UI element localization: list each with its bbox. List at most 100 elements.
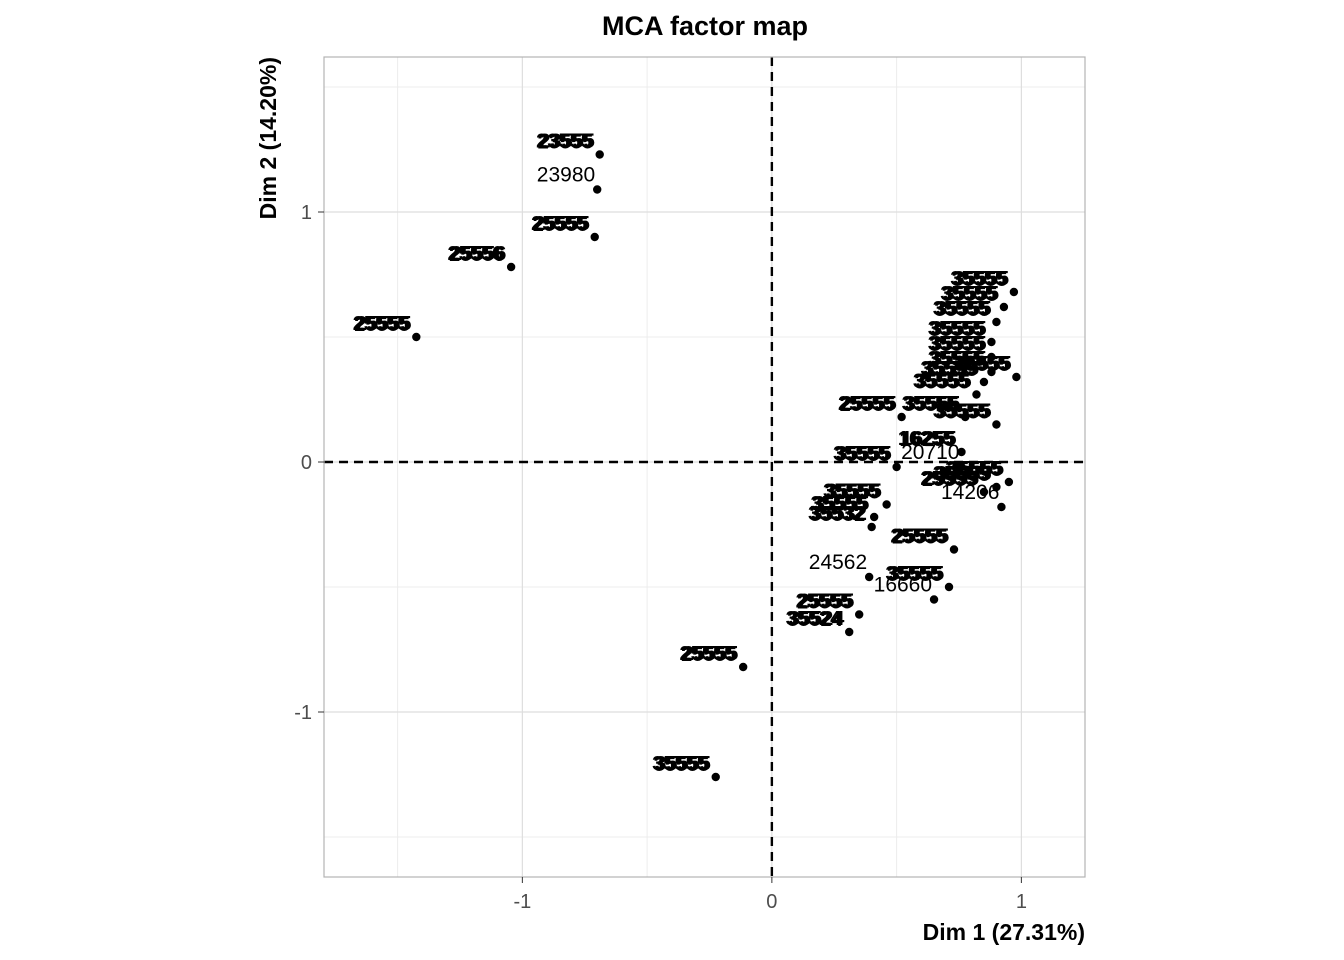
- point-label: 35555: [940, 283, 996, 305]
- data-point: [961, 412, 970, 422]
- data-point: [897, 412, 906, 422]
- data-point: [944, 582, 954, 592]
- data-point: [997, 502, 1006, 512]
- point-label: 35555: [914, 372, 970, 394]
- point-label: 23555: [536, 131, 592, 153]
- point-label: 35555: [812, 494, 868, 516]
- point-label: 35555: [953, 353, 1009, 375]
- point-label: 35555: [885, 563, 941, 585]
- data-point: [957, 447, 966, 457]
- point-label: 35555: [933, 463, 989, 485]
- x-axis-title: Dim 1 (27.31%): [923, 919, 1085, 945]
- point-label: 35555: [811, 493, 867, 515]
- point-label: 25556: [451, 243, 507, 265]
- point-label: 35524: [787, 609, 843, 631]
- point-label: 35532: [811, 503, 867, 525]
- panel-border: [323, 56, 1086, 878]
- point-label: 35555: [916, 371, 972, 393]
- point-label: 25555: [680, 643, 736, 665]
- point-label: 25555: [838, 393, 894, 415]
- point-label: 16660: [874, 574, 932, 597]
- point-label: 35524: [786, 608, 842, 630]
- data-point: [845, 627, 854, 637]
- point-label: 35555: [929, 319, 985, 341]
- point-label: 35555: [652, 753, 708, 775]
- point-label: 25555: [796, 591, 852, 613]
- point-label: 35524: [789, 608, 845, 630]
- point-label: 35555: [922, 359, 978, 381]
- point-label: 35555: [954, 354, 1010, 376]
- point-label: 25556: [448, 243, 504, 265]
- data-point: [1009, 287, 1019, 297]
- point-label: 35555: [936, 463, 992, 485]
- point-label: 35555: [936, 298, 992, 320]
- point-label: 16255: [898, 428, 954, 450]
- point-label: 14206: [941, 481, 999, 504]
- point-label: 35555: [823, 481, 879, 503]
- data-point: [590, 232, 599, 242]
- point-label: 25555: [533, 214, 589, 236]
- data-point: [1004, 477, 1014, 487]
- point-label: 35555: [947, 459, 1003, 481]
- data-point: [595, 150, 604, 159]
- data-point: [1012, 372, 1021, 382]
- data-point: [979, 377, 989, 387]
- data-point: [987, 367, 996, 377]
- point-label: 35555: [889, 563, 945, 585]
- point-label: 35555: [933, 401, 989, 423]
- point-label: 35555: [931, 333, 987, 355]
- point-label: 35532: [808, 503, 864, 525]
- y-tick-label: 1: [301, 202, 312, 224]
- point-label: 25555: [890, 526, 946, 548]
- data-point: [506, 262, 516, 272]
- point-label: 35555: [953, 268, 1009, 290]
- point-label: 20710: [901, 441, 959, 464]
- point-label: 35555: [836, 443, 892, 465]
- data-point: [992, 317, 1001, 327]
- point-label: 23980: [537, 164, 595, 187]
- data-point: [999, 302, 1009, 312]
- point-label: 35555: [929, 334, 985, 356]
- point-label: 24562: [809, 551, 867, 574]
- point-label: 35555: [928, 318, 984, 340]
- data-point: [992, 482, 1001, 492]
- point-label: 16255: [899, 429, 955, 451]
- data-point: [711, 772, 720, 782]
- data-point: [412, 332, 421, 342]
- point-label: 35555: [942, 284, 998, 306]
- data-point: [738, 662, 748, 672]
- point-label: 35555: [956, 353, 1012, 375]
- point-label: 35555: [825, 482, 881, 504]
- point-label: 35555: [952, 269, 1008, 291]
- point-label: 23555: [538, 132, 594, 154]
- point-label: 35555: [920, 358, 976, 380]
- x-axis-ticks: -1 0 1: [513, 877, 1027, 913]
- point-label: 35555: [833, 443, 889, 465]
- data-point: [882, 500, 891, 509]
- data-point: [593, 185, 602, 194]
- point-label: 35555: [936, 401, 992, 423]
- data-point: [864, 572, 874, 582]
- data-point: [987, 352, 996, 362]
- point-label: 25555: [892, 527, 948, 549]
- data-point: [869, 512, 879, 522]
- point-label: 25555: [531, 213, 587, 235]
- point-labels: 2555525555255552555625556255562555525555…: [353, 131, 1012, 777]
- point-label: 35555: [835, 444, 891, 466]
- x-tick-label: 1: [1016, 891, 1027, 913]
- data-point: [972, 390, 981, 399]
- point-label: 35555: [934, 464, 990, 486]
- point-label: 35555: [905, 393, 961, 415]
- point-label: 25555: [681, 644, 737, 666]
- point-label: 35555: [934, 402, 990, 424]
- point-label: 35532: [810, 504, 866, 526]
- point-label: 35555: [943, 283, 999, 305]
- y-axis-title: Dim 2 (14.20%): [255, 57, 281, 219]
- point-label: 35555: [931, 318, 987, 340]
- point-label: 25556: [449, 244, 505, 266]
- point-label: 35555: [950, 268, 1006, 290]
- y-axis-ticks: -1 0 1: [294, 202, 324, 724]
- point-label: 25555: [922, 469, 978, 491]
- y-tick-label: -1: [294, 702, 312, 724]
